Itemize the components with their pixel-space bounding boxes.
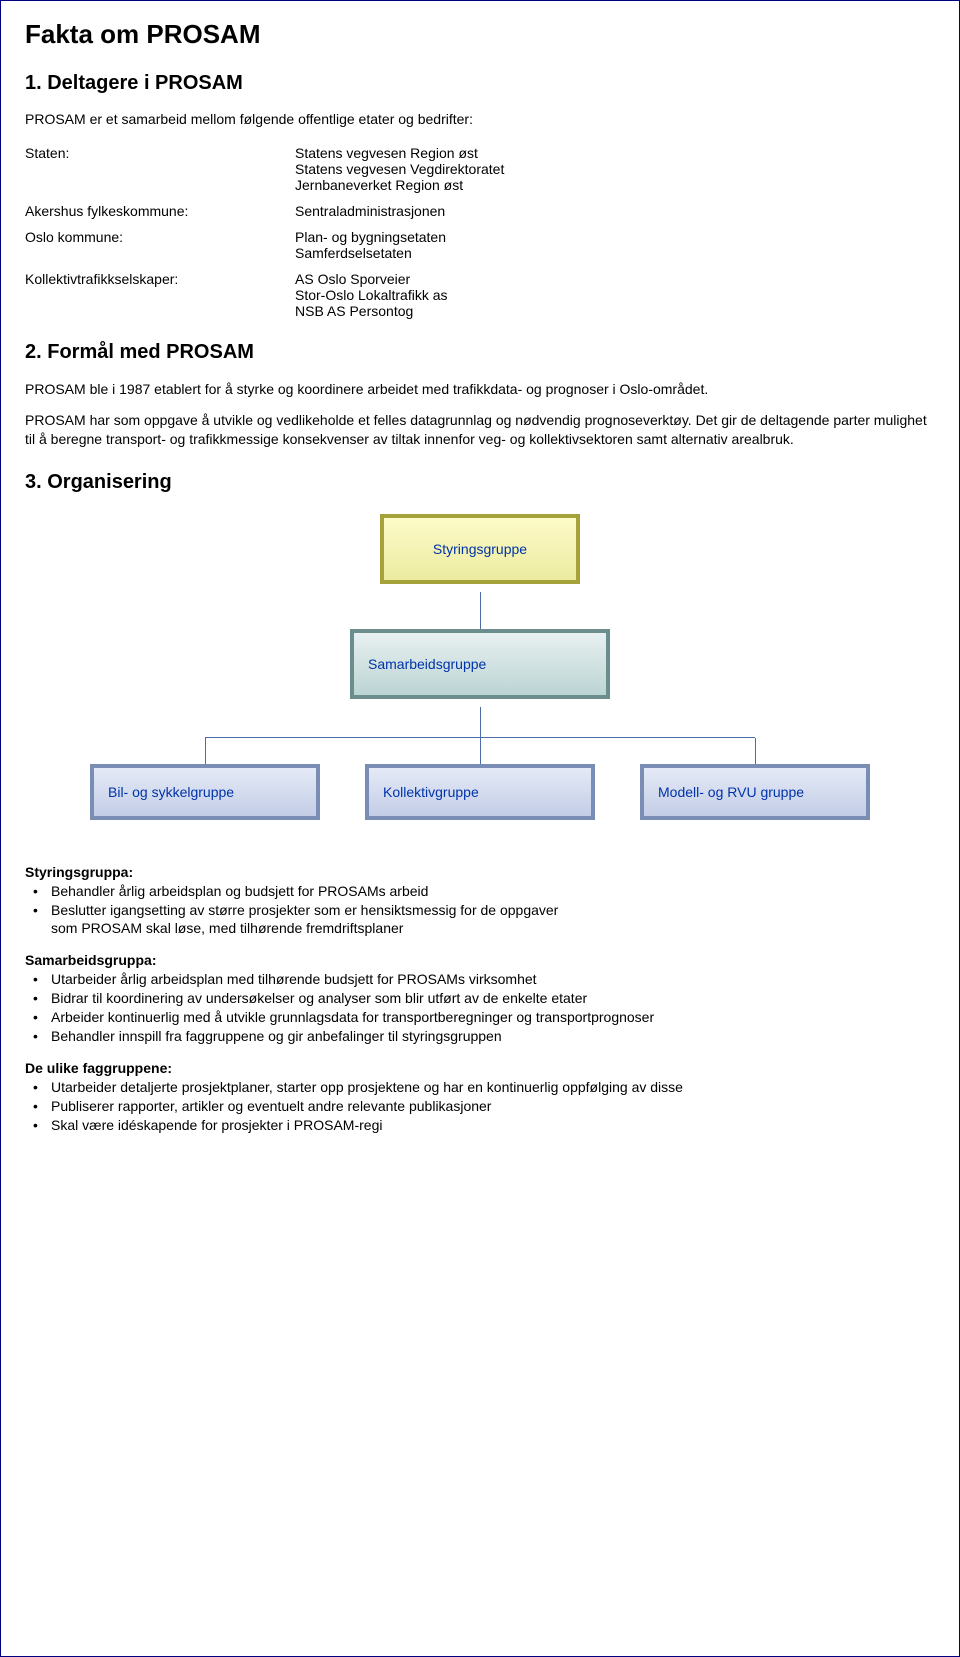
participant-row: Staten: Statens vegvesen Region øst Stat… — [25, 145, 935, 193]
org-box-label: Samarbeidsgruppe — [368, 656, 486, 672]
participant-item: Statens vegvesen Region øst — [295, 145, 935, 161]
participant-right: Statens vegvesen Region øst Statens vegv… — [295, 145, 935, 193]
participant-item: Plan- og bygningsetaten — [295, 229, 935, 245]
org-box-bottom: Modell- og RVU gruppe — [640, 764, 870, 820]
group-bullets: Utarbeider detaljerte prosjektplaner, st… — [25, 1078, 935, 1135]
participant-left: Kollektivtrafikkselskaper: — [25, 271, 255, 319]
participant-item: Samferdselsetaten — [295, 245, 935, 261]
participant-row: Oslo kommune: Plan- og bygningsetaten Sa… — [25, 229, 935, 261]
bullet-item: Utarbeider detaljerte prosjektplaner, st… — [25, 1078, 935, 1097]
org-connector — [205, 738, 206, 764]
participant-row: Kollektivtrafikkselskaper: AS Oslo Sporv… — [25, 271, 935, 319]
group-heading: Samarbeidsgruppa: — [25, 952, 935, 968]
bullet-item: Bidrar til koordinering av undersøkelser… — [25, 989, 935, 1008]
section2-p2: PROSAM har som oppgave å utvikle og vedl… — [25, 411, 935, 449]
org-connector — [480, 707, 481, 737]
group-bullets: Behandler årlig arbeidsplan og budsjett … — [25, 882, 935, 939]
bullet-item: Skal være idéskapende for prosjekter i P… — [25, 1116, 935, 1135]
org-box-label: Styringsgruppe — [433, 541, 527, 557]
org-chart: Styringsgruppe Samarbeidsgruppe Bil- og … — [70, 514, 890, 834]
org-box-top: Styringsgruppe — [380, 514, 580, 584]
bullet-item: Behandler innspill fra faggruppene og gi… — [25, 1027, 935, 1046]
bullet-item: Utarbeider årlig arbeidsplan med tilhøre… — [25, 970, 935, 989]
org-box-label: Bil- og sykkelgruppe — [108, 784, 234, 800]
org-connector — [480, 738, 481, 764]
group-bullets: Utarbeider årlig arbeidsplan med tilhøre… — [25, 970, 935, 1046]
main-title: Fakta om PROSAM — [25, 19, 935, 50]
participant-row: Akershus fylkeskommune: Sentraladministr… — [25, 203, 935, 219]
group-block: Samarbeidsgruppa: Utarbeider årlig arbei… — [25, 952, 935, 1046]
participants-table: Staten: Statens vegvesen Region øst Stat… — [25, 145, 935, 319]
section2-heading: 2. Formål med PROSAM — [25, 341, 935, 364]
participant-item: NSB AS Persontog — [295, 303, 935, 319]
group-block: De ulike faggruppene: Utarbeider detalje… — [25, 1060, 935, 1135]
bullet-item-continuation: som PROSAM skal løse, med tilhørende fre… — [25, 919, 935, 938]
participant-left: Akershus fylkeskommune: — [25, 203, 255, 219]
section3-heading: 3. Organisering — [25, 471, 935, 494]
org-box-mid: Samarbeidsgruppe — [350, 629, 610, 699]
group-heading: De ulike faggruppene: — [25, 1060, 935, 1076]
org-connector — [480, 592, 481, 629]
bullet-item: Arbeider kontinuerlig med å utvikle grun… — [25, 1008, 935, 1027]
participant-right: Plan- og bygningsetaten Samferdselsetate… — [295, 229, 935, 261]
participant-left: Staten: — [25, 145, 255, 193]
org-box-bottom: Bil- og sykkelgruppe — [90, 764, 320, 820]
page-frame: Fakta om PROSAM 1. Deltagere i PROSAM PR… — [0, 0, 960, 1657]
org-box-label: Modell- og RVU gruppe — [658, 784, 804, 800]
participant-item: Statens vegvesen Vegdirektoratet — [295, 161, 935, 177]
section1-heading: 1. Deltagere i PROSAM — [25, 72, 935, 95]
section1-intro: PROSAM er et samarbeid mellom følgende o… — [25, 111, 935, 127]
participant-item: Stor-Oslo Lokaltrafikk as — [295, 287, 935, 303]
participant-right: Sentraladministrasjonen — [295, 203, 935, 219]
bullet-item: Behandler årlig arbeidsplan og budsjett … — [25, 882, 935, 901]
bullet-item: Publiserer rapporter, artikler og eventu… — [25, 1097, 935, 1116]
participant-item: Jernbaneverket Region øst — [295, 177, 935, 193]
participant-left: Oslo kommune: — [25, 229, 255, 261]
org-box-bottom: Kollektivgruppe — [365, 764, 595, 820]
group-heading: Styringsgruppa: — [25, 864, 935, 880]
group-block: Styringsgruppa: Behandler årlig arbeidsp… — [25, 864, 935, 939]
org-connector — [755, 738, 756, 764]
org-box-label: Kollektivgruppe — [383, 784, 479, 800]
participant-item: Sentraladministrasjonen — [295, 203, 935, 219]
section2-p1: PROSAM ble i 1987 etablert for å styrke … — [25, 380, 935, 399]
participant-item: AS Oslo Sporveier — [295, 271, 935, 287]
bullet-item: Beslutter igangsetting av større prosjek… — [25, 901, 935, 920]
participant-right: AS Oslo Sporveier Stor-Oslo Lokaltrafikk… — [295, 271, 935, 319]
